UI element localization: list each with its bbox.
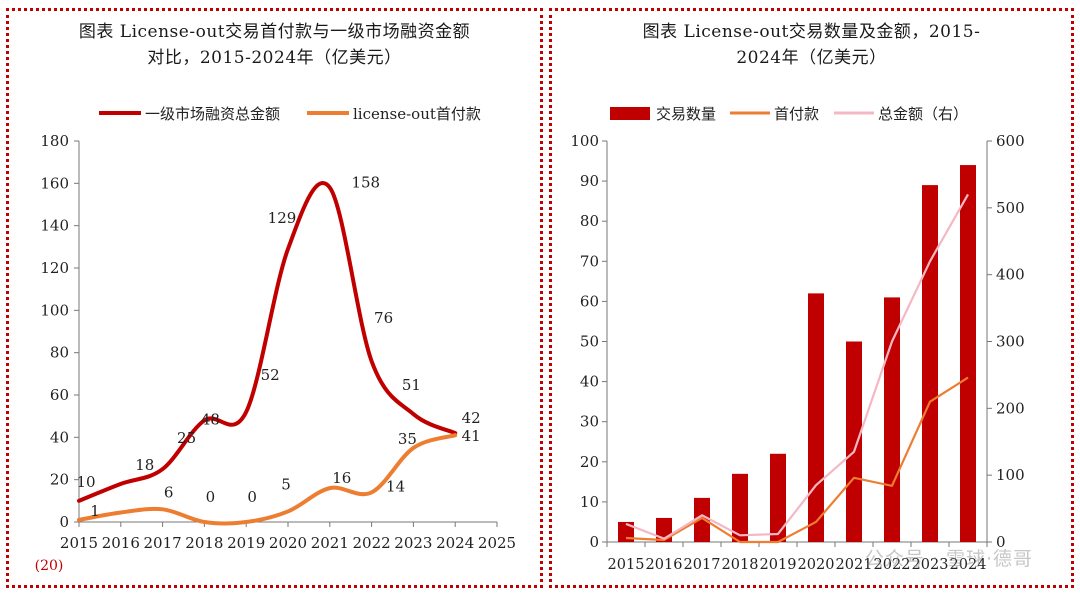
- bar-2024: [960, 165, 976, 542]
- right-chart-title: 图表 License-out交易数量及金额，2015- 2024年（亿美元）: [552, 19, 1071, 71]
- legend-label-2: license-out首付款: [353, 105, 481, 123]
- y-tick-label: 0: [589, 533, 599, 551]
- x-tick-label: 2018: [722, 557, 759, 573]
- bar-2017: [694, 497, 710, 542]
- data-label-s2: 14: [386, 477, 405, 495]
- watermark: 公众号 · 雪球·德哥: [864, 548, 1033, 570]
- data-label-s1: 18: [135, 456, 154, 474]
- y2-tick-label: 0: [996, 533, 1006, 551]
- left-chart-panel: 图表 License-out交易首付款与一级市场融资金额 对比，2015-202…: [6, 8, 543, 588]
- y-tick-label: 80: [50, 344, 69, 362]
- data-label-s1: 158: [351, 174, 380, 192]
- x-tick-label: 2016: [646, 557, 683, 573]
- bar-2021: [846, 341, 862, 542]
- x-tick-label: 2017: [684, 557, 721, 573]
- y-tick-label: 160: [40, 174, 69, 192]
- y-tick-label: 0: [59, 513, 69, 531]
- data-label-s1: 129: [268, 209, 297, 227]
- y-tick-label-negative: (20): [35, 558, 64, 574]
- bar-2015: [618, 521, 634, 542]
- x-tick-label: 2025: [478, 534, 516, 552]
- y-tick-label: 100: [40, 301, 69, 319]
- data-label-s1: 51: [402, 376, 421, 394]
- left-chart-title: 图表 License-out交易首付款与一级市场融资金额 对比，2015-202…: [9, 19, 540, 71]
- x-tick-label: 2023: [394, 534, 432, 552]
- y-tick-label: 20: [50, 471, 69, 489]
- y-tick-label: 10: [580, 493, 599, 511]
- x-tick-label: 2022: [874, 557, 911, 573]
- y-tick-label: 80: [580, 212, 599, 230]
- data-label-s1: 25: [177, 429, 196, 447]
- y-tick-label: 90: [580, 172, 599, 190]
- data-label-s1: 42: [462, 409, 481, 427]
- legend-swatch-1: [610, 107, 650, 120]
- data-label-s2: 35: [398, 430, 417, 448]
- y-tick-label: 60: [580, 292, 599, 310]
- legend-label-1: 交易数量: [656, 105, 716, 123]
- series-line-2: [77, 433, 458, 526]
- x-tick-label: 2021: [836, 557, 873, 573]
- x-tick-label: 2017: [144, 534, 182, 552]
- y-tick-label: 60: [50, 386, 69, 404]
- y2-tick-label: 400: [996, 266, 1025, 284]
- series-line-upfront: [625, 376, 969, 544]
- x-tick-label: 2020: [269, 534, 307, 552]
- data-label-s2: 16: [332, 469, 351, 487]
- legend-label-1: 一级市场融资总金额: [145, 105, 280, 123]
- series-line-total: [625, 193, 969, 540]
- y-tick-label: 40: [580, 373, 599, 391]
- bar-2022: [884, 297, 900, 542]
- y-tick-label: 30: [580, 413, 599, 431]
- y-tick-label: 40: [50, 428, 69, 446]
- y2-tick-label: 300: [996, 333, 1025, 351]
- bar-2023: [922, 185, 938, 543]
- left-chart-title-line2: 对比，2015-2024年（亿美元）: [147, 48, 402, 68]
- x-tick-label: 2015: [60, 534, 98, 552]
- x-tick-label: 2022: [353, 534, 391, 552]
- left-chart-svg: 一级市场融资总金额 license-out首付款02040608010012014…: [35, 105, 516, 574]
- data-label-s2: 1: [90, 502, 100, 520]
- x-tick-label: 2023: [912, 557, 949, 573]
- x-tick-label: 2019: [760, 557, 797, 573]
- y-tick-label: 140: [40, 217, 69, 235]
- bar-2020: [808, 293, 824, 542]
- y2-tick-label: 500: [996, 199, 1025, 217]
- left-chart-title-line1: 图表 License-out交易首付款与一级市场融资金额: [78, 22, 471, 42]
- right-chart-title-line1: 图表 License-out交易数量及金额，2015-: [642, 22, 981, 42]
- data-label-s1: 52: [261, 366, 280, 384]
- y2-tick-label: 200: [996, 399, 1025, 417]
- right-chart-panel: 图表 License-out交易数量及金额，2015- 2024年（亿美元） 交…: [549, 8, 1074, 588]
- right-chart-svg: 交易数量 首付款 总金额（右） 0 10 20 30 40 50 60 70 80 90 100 0 100 2…: [570, 105, 1025, 573]
- right-chart-title-line2: 2024年（亿美元）: [736, 48, 887, 68]
- bar-2018: [732, 473, 748, 542]
- y-tick-label: 50: [580, 333, 599, 351]
- data-label-s2: 6: [164, 483, 174, 501]
- y2-tick-label: 100: [996, 466, 1025, 484]
- x-tick-label: 2020: [798, 557, 835, 573]
- data-label-s2: 5: [281, 475, 291, 493]
- x-tick-label: 2024: [436, 534, 474, 552]
- y-tick-label: 20: [580, 453, 599, 471]
- y-tick-label: 120: [40, 259, 69, 277]
- x-tick-label: 2015: [608, 557, 645, 573]
- data-label-s2: 41: [462, 427, 481, 445]
- legend-label-3: 总金额（右）: [878, 105, 968, 123]
- x-tick-label: 2016: [102, 534, 140, 552]
- data-label-s1: 48: [201, 410, 220, 428]
- y-tick-label: 180: [40, 132, 69, 150]
- x-tick-label: 2024: [950, 557, 987, 573]
- legend-label-2: 首付款: [774, 105, 819, 123]
- data-label-s2: 0: [206, 488, 216, 506]
- y2-tick-label: 600: [996, 132, 1025, 150]
- y-tick-label: 100: [570, 132, 599, 150]
- x-tick-label: 2019: [227, 534, 265, 552]
- data-label-s1: 10: [76, 473, 95, 491]
- data-label-s1: 76: [374, 309, 393, 327]
- y-tick-label: 70: [580, 252, 599, 270]
- x-tick-label: 2021: [311, 534, 349, 552]
- data-label-s2: 0: [247, 488, 257, 506]
- x-tick-label: 2018: [185, 534, 223, 552]
- series-line-1: [77, 181, 458, 503]
- bar-2019: [770, 453, 786, 542]
